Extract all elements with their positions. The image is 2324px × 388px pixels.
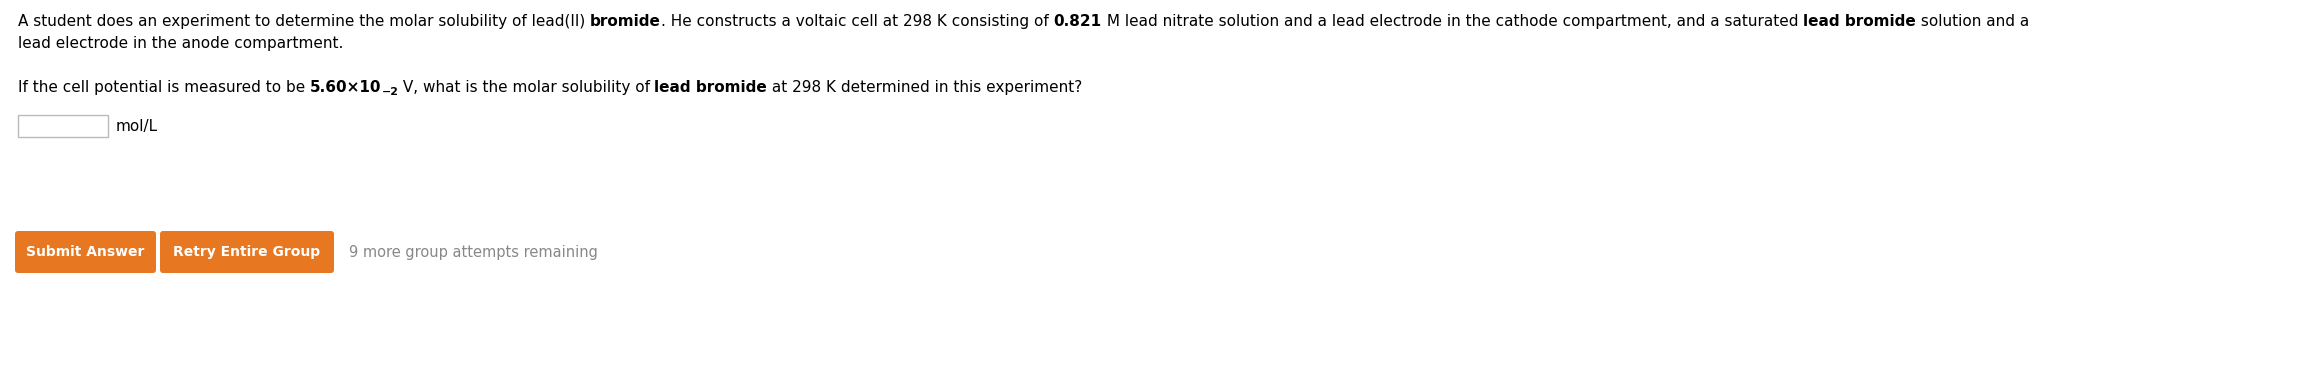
- Text: bromide: bromide: [590, 14, 660, 29]
- Text: 5.60×10: 5.60×10: [309, 80, 381, 95]
- Text: lead bromide: lead bromide: [1803, 14, 1915, 29]
- Text: If the cell potential is measured to be: If the cell potential is measured to be: [19, 80, 309, 95]
- Text: Submit Answer: Submit Answer: [26, 245, 144, 259]
- Text: lead bromide: lead bromide: [655, 80, 767, 95]
- Bar: [19, 115, 107, 137]
- FancyBboxPatch shape: [160, 231, 335, 273]
- Text: mol/L: mol/L: [116, 118, 158, 133]
- FancyBboxPatch shape: [14, 231, 156, 273]
- Text: 0.821: 0.821: [1053, 14, 1102, 29]
- Text: lead electrode in the anode compartment.: lead electrode in the anode compartment.: [19, 36, 344, 51]
- Text: at 298 K determined in this experiment?: at 298 K determined in this experiment?: [767, 80, 1083, 95]
- Text: solution and a: solution and a: [1915, 14, 2029, 29]
- Text: . He constructs a voltaic cell at 298 K consisting of: . He constructs a voltaic cell at 298 K …: [660, 14, 1053, 29]
- Text: V, what is the molar solubility of: V, what is the molar solubility of: [397, 80, 655, 95]
- Text: A student does an experiment to determine the molar solubility of lead(II): A student does an experiment to determin…: [19, 14, 590, 29]
- Text: −2: −2: [381, 87, 400, 97]
- Text: M lead nitrate solution and a lead electrode in the cathode compartment, and a s: M lead nitrate solution and a lead elect…: [1102, 14, 1803, 29]
- Text: 9 more group attempts remaining: 9 more group attempts remaining: [349, 244, 597, 260]
- Text: Retry Entire Group: Retry Entire Group: [174, 245, 321, 259]
